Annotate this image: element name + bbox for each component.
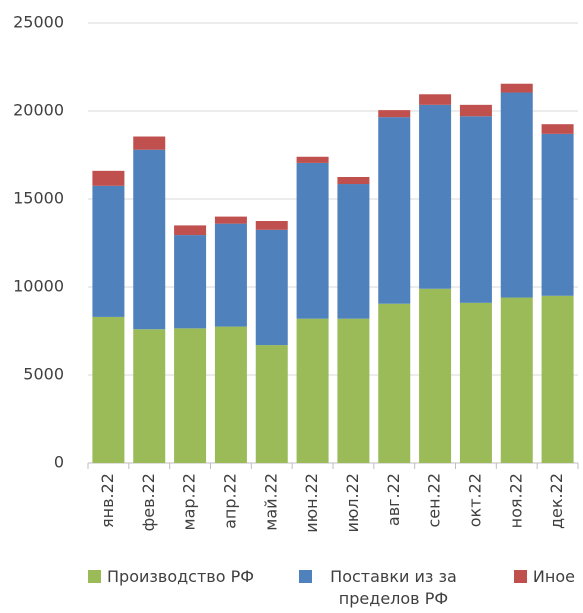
y-tick-label: 0 — [54, 453, 64, 472]
x-tick-label: фев.22 — [139, 473, 158, 531]
bar-segment — [174, 328, 207, 463]
legend: Производство РФ Поставки из за пределов Р… — [0, 566, 583, 610]
bar-segment — [500, 83, 533, 93]
x-tick-label: дек.22 — [547, 473, 566, 529]
legend-label: Иное — [532, 567, 575, 586]
bar-segment — [296, 318, 329, 463]
bar-segment — [296, 156, 329, 163]
bar-segment — [500, 297, 533, 463]
bar-segment — [541, 124, 574, 134]
x-tick-label: янв.22 — [98, 473, 117, 528]
bar-segment — [92, 185, 125, 317]
bar-segment — [378, 303, 411, 463]
y-tick-label: 15000 — [13, 189, 64, 208]
bar-segment — [337, 177, 370, 185]
bar-segment — [214, 326, 247, 463]
legend-label: Поставки из за пределов РФ — [330, 567, 457, 608]
legend-swatch — [299, 570, 313, 583]
bar-segment — [419, 104, 452, 289]
legend-swatch — [513, 570, 527, 583]
bar-segment — [419, 94, 452, 105]
bar-segment — [378, 117, 411, 304]
bar-segment — [214, 216, 247, 224]
bar-segment — [541, 133, 574, 296]
y-tick-label: 5000 — [23, 365, 64, 384]
bar-segment — [337, 318, 370, 463]
bar-segment — [255, 221, 288, 230]
legend-item: Производство РФ — [88, 566, 254, 610]
x-tick-label: май.22 — [261, 473, 280, 531]
bar-segment — [337, 184, 370, 319]
bar-segment — [174, 225, 207, 236]
bar-segment — [500, 92, 533, 298]
x-tick-label: мар.22 — [180, 473, 199, 530]
bar-segment — [255, 229, 288, 346]
legend-swatch — [88, 570, 101, 583]
bar-segment — [296, 162, 329, 319]
bar-segment — [419, 288, 452, 463]
bar-segment — [133, 136, 166, 150]
y-tick-label: 10000 — [13, 277, 64, 296]
bar-segment — [255, 345, 288, 463]
bar-segment — [214, 223, 247, 327]
x-tick-label: июн.22 — [302, 473, 321, 533]
bar-segment — [459, 302, 492, 463]
y-tick-label: 20000 — [13, 101, 64, 120]
bar-segment — [541, 295, 574, 463]
x-tick-label: сен.22 — [425, 473, 444, 528]
legend-label: Производство РФ — [107, 567, 255, 586]
x-tick-label: окт.22 — [465, 473, 484, 527]
bar-segment — [459, 104, 492, 117]
x-tick-label: авг.22 — [384, 473, 403, 526]
x-tick-label: апр.22 — [220, 473, 239, 529]
bar-segment — [174, 235, 207, 329]
legend-item: Поставки из за пределов РФ — [299, 566, 468, 610]
bar-segment — [378, 110, 411, 118]
bar-segment — [92, 170, 125, 186]
legend-item: Иное — [513, 566, 575, 610]
x-tick-label: ноя.22 — [506, 473, 525, 528]
y-tick-label: 25000 — [13, 13, 64, 32]
chart: 0 5000 10000 15000 20000 25000 янв.22 фев.22 мар… — [13, 13, 579, 533]
bar-segment — [133, 149, 166, 330]
bar-segment — [133, 329, 166, 463]
x-tick-label: июл.22 — [343, 473, 362, 533]
bar-segment — [92, 316, 125, 463]
bar-segment — [459, 116, 492, 303]
